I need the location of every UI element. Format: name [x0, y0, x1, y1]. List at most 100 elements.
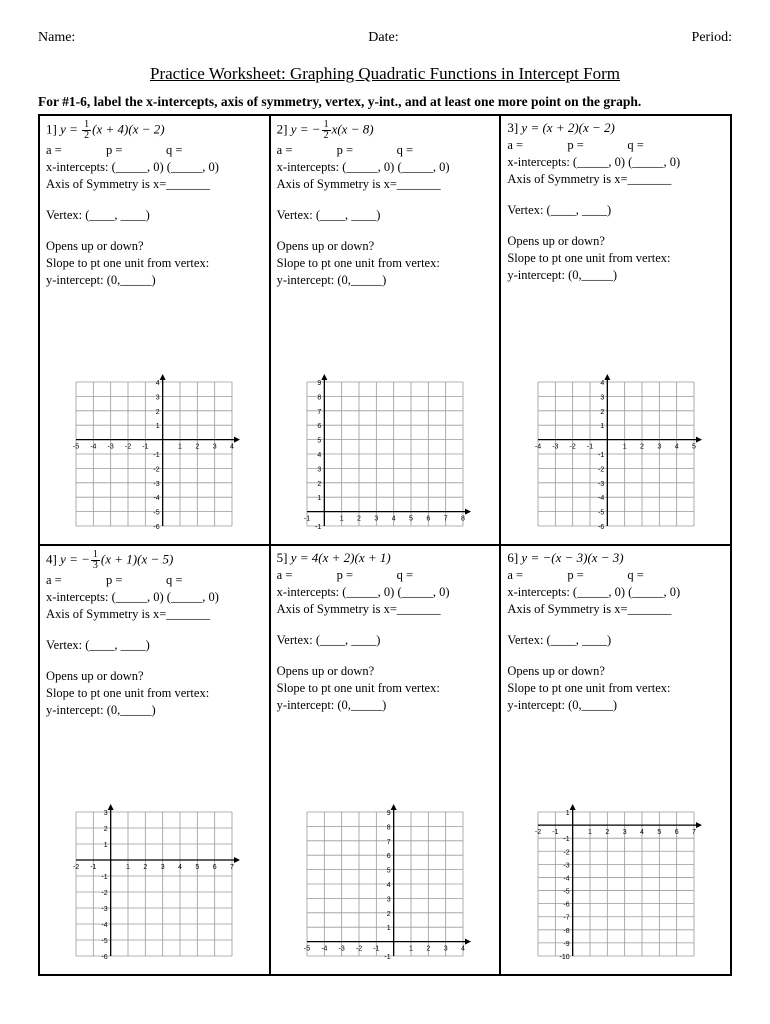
- svg-text:2: 2: [144, 864, 148, 871]
- y-intercept-line: y-intercept: (0,_____): [277, 273, 494, 288]
- svg-text:1: 1: [600, 423, 604, 430]
- svg-text:9: 9: [317, 380, 321, 387]
- slope-line: Slope to pt one unit from vertex:: [46, 256, 263, 271]
- y-intercept-line: y-intercept: (0,_____): [507, 268, 724, 283]
- svg-text:5: 5: [657, 829, 661, 836]
- period-label: Period:: [692, 30, 732, 46]
- svg-text:-5: -5: [304, 946, 310, 953]
- svg-text:-2: -2: [73, 864, 79, 871]
- svg-text:1: 1: [317, 495, 321, 502]
- svg-text:2: 2: [640, 444, 644, 451]
- axis-of-symmetry-line: Axis of Symmetry is x=_______: [277, 177, 494, 192]
- svg-text:1: 1: [409, 946, 413, 953]
- svg-text:4: 4: [387, 882, 391, 889]
- vertex-line: Vertex: (____, ____): [46, 208, 263, 223]
- opens-line: Opens up or down?: [46, 669, 263, 684]
- apq-line: a =p =q =: [507, 138, 724, 153]
- svg-text:-3: -3: [108, 444, 114, 451]
- svg-text:3: 3: [387, 896, 391, 903]
- x-intercepts-line: x-intercepts: (_____, 0) (_____, 0): [507, 585, 724, 600]
- svg-text:2: 2: [317, 481, 321, 488]
- axis-of-symmetry-line: Axis of Symmetry is x=_______: [277, 602, 494, 617]
- svg-text:-1: -1: [154, 452, 160, 459]
- equation: 6] y = −(x − 3)(x − 3): [507, 550, 724, 566]
- svg-text:5: 5: [692, 444, 696, 451]
- coordinate-grid: -112345678-1123456789: [295, 370, 475, 538]
- svg-text:-4: -4: [535, 444, 541, 451]
- svg-text:7: 7: [317, 409, 321, 416]
- coordinate-grid: -5-4-3-2-11234-1123456789: [295, 800, 475, 968]
- svg-text:6: 6: [426, 516, 430, 523]
- equation: 5] y = 4(x + 2)(x + 1): [277, 550, 494, 566]
- svg-text:-10: -10: [559, 954, 569, 961]
- apq-line: a =p =q =: [46, 573, 263, 588]
- y-intercept-line: y-intercept: (0,_____): [46, 273, 263, 288]
- apq-line: a =p =q =: [277, 143, 494, 158]
- instructions: For #1-6, label the x-intercepts, axis o…: [38, 94, 732, 110]
- equation: 1] y = 12(x + 4)(x − 2): [46, 120, 263, 141]
- svg-text:1: 1: [178, 444, 182, 451]
- vertex-line: Vertex: (____, ____): [277, 633, 494, 648]
- x-intercepts-line: x-intercepts: (_____, 0) (_____, 0): [46, 160, 263, 175]
- svg-text:1: 1: [565, 810, 569, 817]
- svg-text:4: 4: [230, 444, 234, 451]
- apq-line: a =p =q =: [277, 568, 494, 583]
- svg-text:-9: -9: [563, 941, 569, 948]
- apq-line: a =p =q =: [46, 143, 263, 158]
- svg-text:-1: -1: [304, 516, 310, 523]
- svg-text:-2: -2: [356, 946, 362, 953]
- x-intercepts-line: x-intercepts: (_____, 0) (_____, 0): [507, 155, 724, 170]
- svg-text:1: 1: [104, 842, 108, 849]
- problem-cell: 6] y = −(x − 3)(x − 3)a =p =q =x-interce…: [500, 545, 731, 975]
- svg-text:3: 3: [317, 466, 321, 473]
- axis-of-symmetry-line: Axis of Symmetry is x=_______: [507, 172, 724, 187]
- coordinate-grid: -4-3-2-112345-6-5-4-3-2-11234: [526, 370, 706, 538]
- svg-text:5: 5: [196, 864, 200, 871]
- date-label: Date:: [368, 30, 398, 46]
- svg-text:2: 2: [426, 946, 430, 953]
- equation: 4] y = −13(x + 1)(x − 5): [46, 550, 263, 571]
- svg-text:-4: -4: [598, 495, 604, 502]
- svg-text:-1: -1: [91, 864, 97, 871]
- svg-text:-4: -4: [321, 946, 327, 953]
- axis-of-symmetry-line: Axis of Symmetry is x=_______: [46, 607, 263, 622]
- svg-text:2: 2: [104, 826, 108, 833]
- svg-text:-4: -4: [102, 922, 108, 929]
- coordinate-grid: -2-11234567-6-5-4-3-2-1123: [64, 800, 244, 968]
- svg-text:-1: -1: [587, 444, 593, 451]
- axis-of-symmetry-line: Axis of Symmetry is x=_______: [46, 177, 263, 192]
- slope-line: Slope to pt one unit from vertex:: [507, 681, 724, 696]
- x-intercepts-line: x-intercepts: (_____, 0) (_____, 0): [277, 585, 494, 600]
- equation: 3] y = (x + 2)(x − 2): [507, 120, 724, 136]
- svg-text:2: 2: [357, 516, 361, 523]
- svg-text:-2: -2: [569, 444, 575, 451]
- svg-text:4: 4: [674, 444, 678, 451]
- svg-text:-1: -1: [384, 954, 390, 961]
- svg-text:-4: -4: [91, 444, 97, 451]
- axis-of-symmetry-line: Axis of Symmetry is x=_______: [507, 602, 724, 617]
- svg-text:7: 7: [692, 829, 696, 836]
- svg-text:7: 7: [230, 864, 234, 871]
- svg-text:-5: -5: [102, 938, 108, 945]
- svg-text:-3: -3: [552, 444, 558, 451]
- coordinate-grid: -2-11234567-10-9-8-7-6-5-4-3-2-11: [526, 800, 706, 968]
- svg-text:1: 1: [387, 925, 391, 932]
- svg-text:6: 6: [674, 829, 678, 836]
- svg-text:2: 2: [600, 409, 604, 416]
- x-intercepts-line: x-intercepts: (_____, 0) (_____, 0): [277, 160, 494, 175]
- svg-text:-3: -3: [102, 906, 108, 913]
- svg-text:-5: -5: [73, 444, 79, 451]
- svg-text:1: 1: [622, 444, 626, 451]
- graph-wrap: -4-3-2-112345-6-5-4-3-2-11234: [507, 364, 724, 538]
- problem-cell: 3] y = (x + 2)(x − 2) a =p =q = x-intercep…: [500, 115, 731, 545]
- svg-text:-2: -2: [125, 444, 131, 451]
- svg-text:2: 2: [196, 444, 200, 451]
- opens-line: Opens up or down?: [507, 234, 724, 249]
- svg-text:-2: -2: [563, 849, 569, 856]
- svg-text:7: 7: [387, 839, 391, 846]
- svg-text:3: 3: [622, 829, 626, 836]
- svg-text:3: 3: [600, 394, 604, 401]
- svg-text:-1: -1: [143, 444, 149, 451]
- svg-text:5: 5: [317, 438, 321, 445]
- svg-text:-3: -3: [154, 481, 160, 488]
